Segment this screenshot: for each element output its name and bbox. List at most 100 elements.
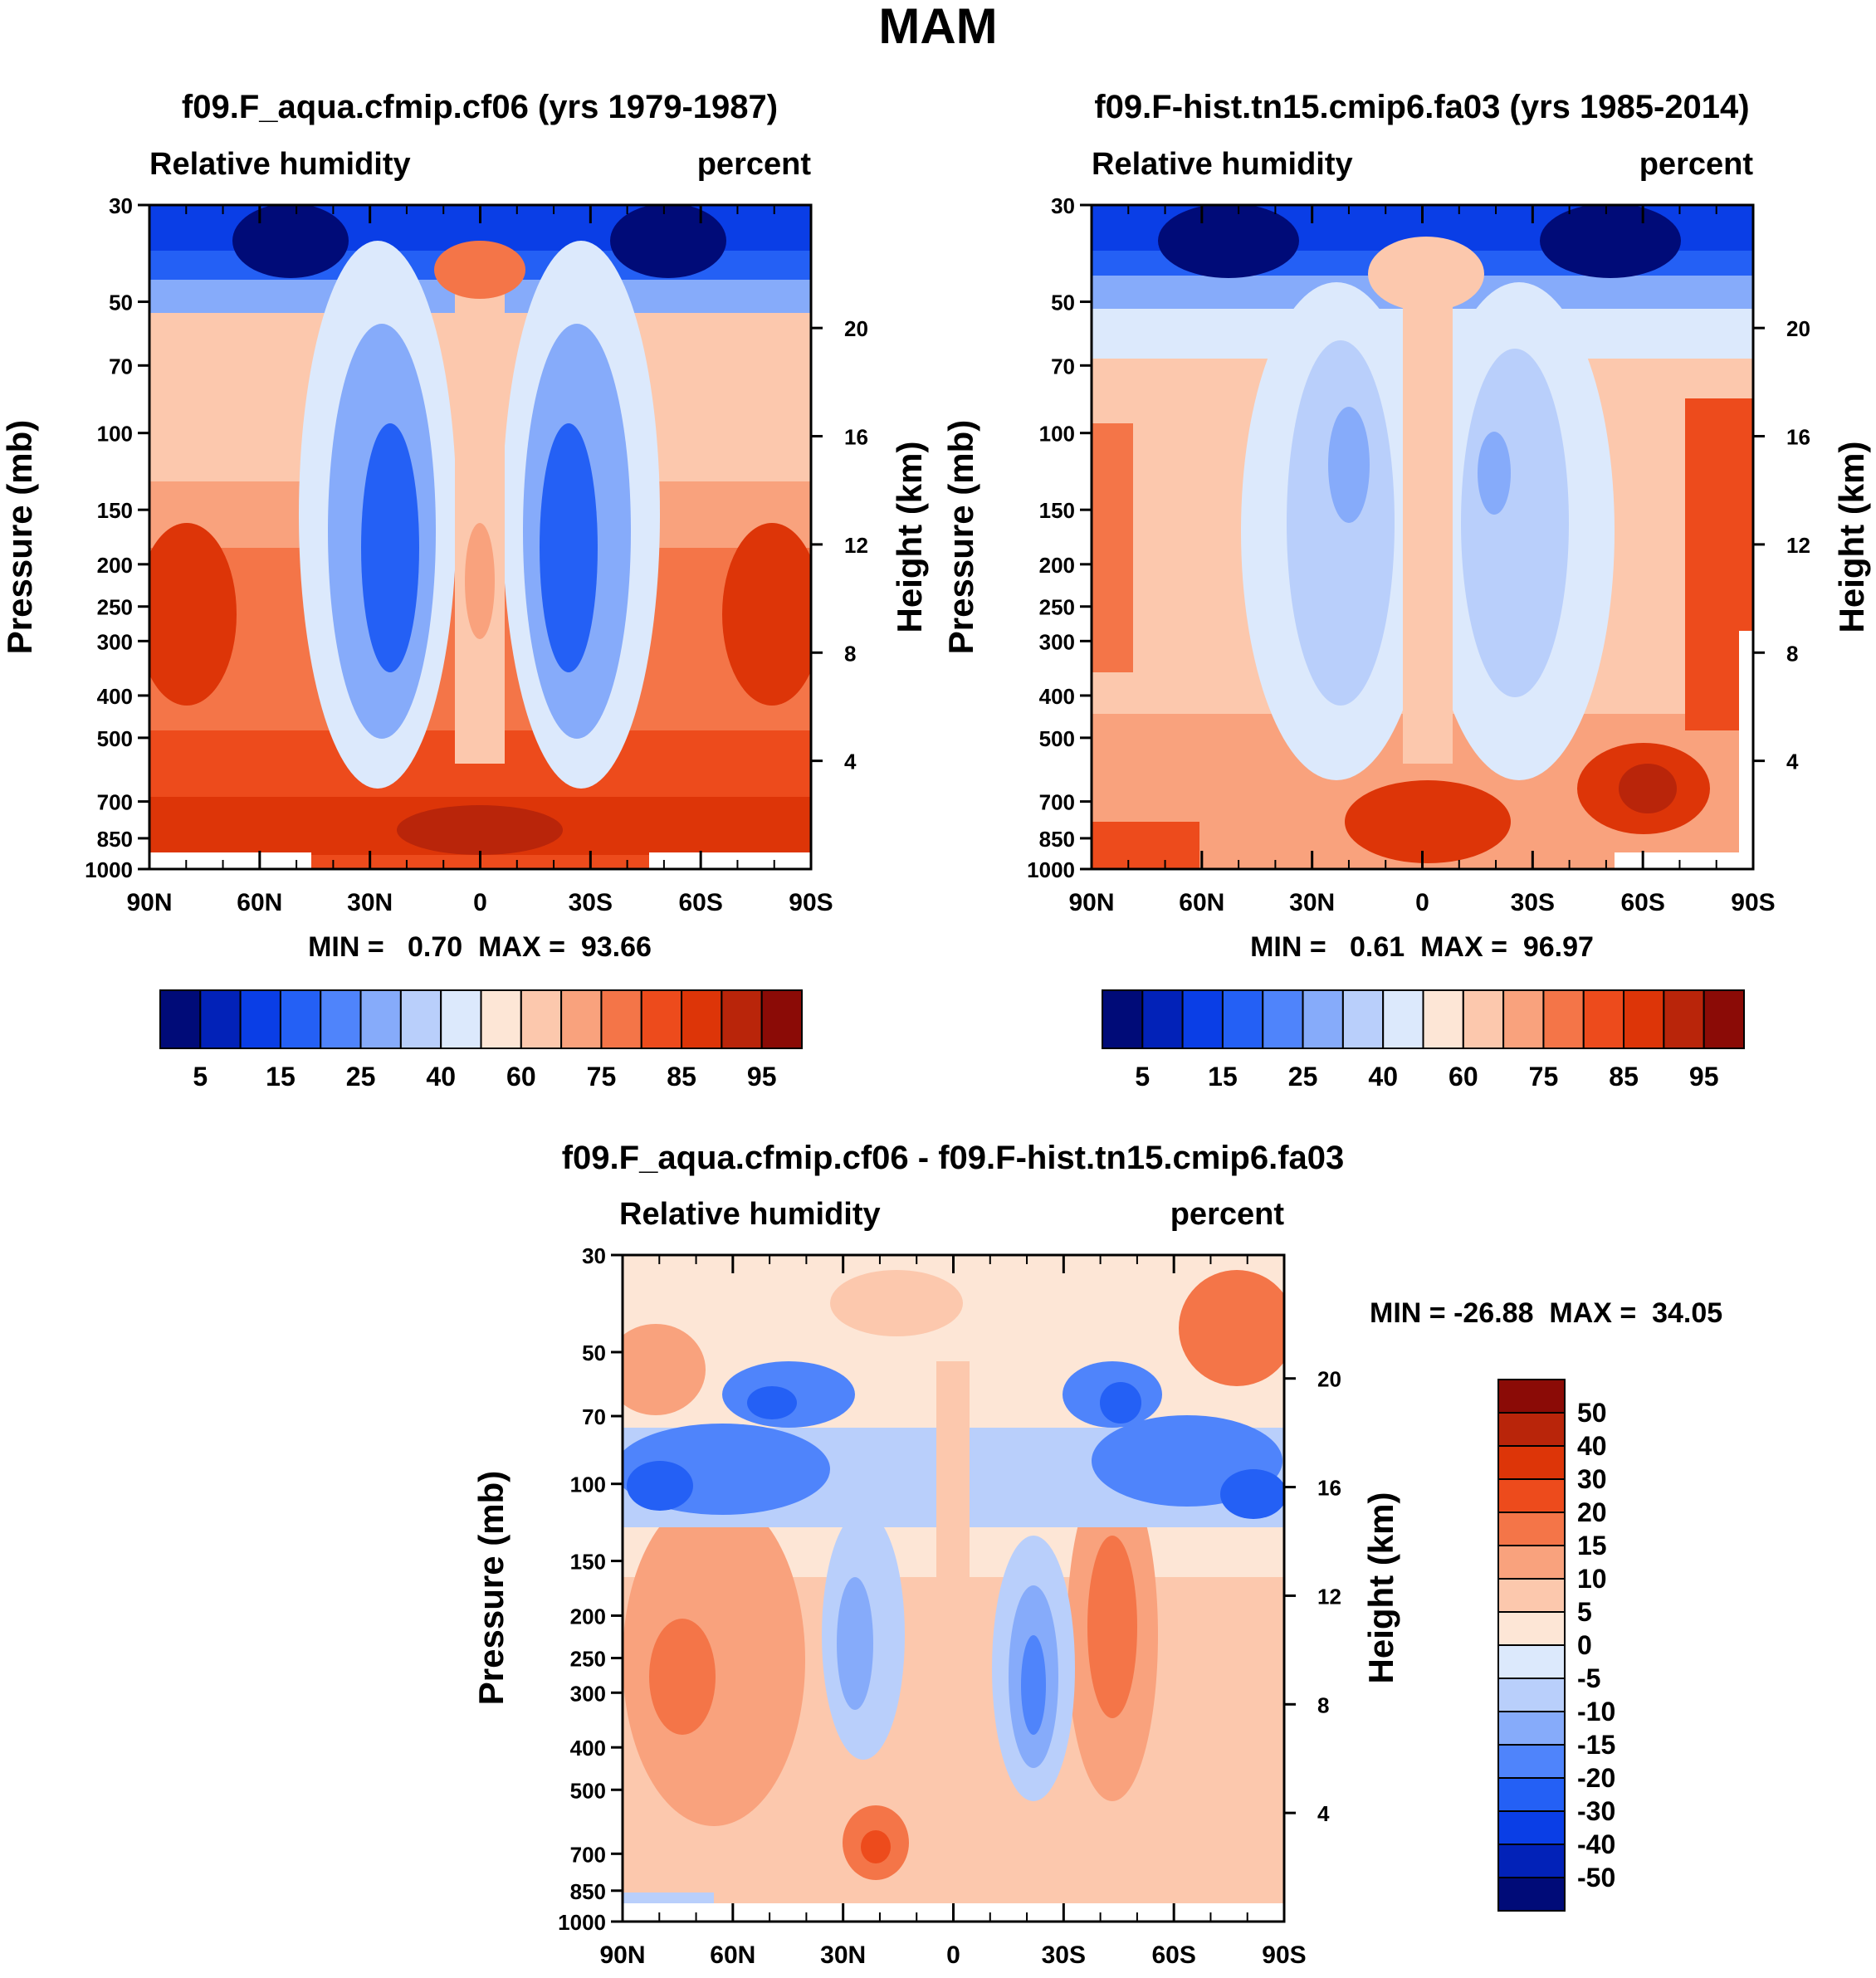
colorbar-label: 85 <box>667 1062 696 1092</box>
z-tick-label: 16 <box>1317 1476 1341 1501</box>
panel-hist-ylabel-right: Height (km) <box>1832 442 1871 633</box>
colorbar-box <box>1497 1844 1566 1878</box>
colorbar-box <box>199 989 242 1049</box>
colorbar-box <box>1502 989 1545 1049</box>
colorbar-box <box>239 989 281 1049</box>
colorbar-label: 30 <box>1577 1464 1607 1494</box>
colorbar-label: 5 <box>1577 1597 1592 1627</box>
z-tick-label: 4 <box>1317 1801 1330 1826</box>
p-tick-label: 150 <box>97 498 133 523</box>
diff-upper-nh-core <box>627 1461 693 1511</box>
panel-diff-ylabel: Pressure (mb) <box>471 1471 511 1705</box>
panel-aqua-left-label: Relative humidity <box>149 147 411 182</box>
panel-aqua-field <box>149 205 811 869</box>
p-tick-label: 250 <box>1039 595 1075 620</box>
rh-below-ground-pole <box>1739 631 1753 869</box>
colorbar-box <box>760 989 803 1049</box>
diff-low-nh-core <box>861 1830 891 1863</box>
colorbar-box <box>1497 1877 1566 1912</box>
colorbar-box <box>640 989 683 1049</box>
colorbar-box <box>1221 989 1264 1049</box>
diff-sub-nh-core <box>837 1577 873 1710</box>
colorbar-label: 25 <box>1288 1062 1318 1092</box>
p-tick-label: 700 <box>97 790 133 815</box>
diff-strat-top <box>830 1270 963 1336</box>
z-tick-label: 16 <box>844 425 868 450</box>
rh-equator-column <box>455 266 505 764</box>
x-tick-label: 0 <box>473 889 487 916</box>
rh-subtropic-nh-mid <box>1287 340 1395 706</box>
x-tick-label: 30S <box>1042 1941 1086 1969</box>
colorbar-label: -20 <box>1577 1763 1615 1793</box>
colorbar-box <box>440 989 482 1049</box>
panel-diff-field <box>623 1255 1284 1922</box>
p-tick-label: 100 <box>570 1473 606 1497</box>
colorbar-label: 5 <box>1135 1062 1150 1092</box>
p-tick-label: 100 <box>1039 422 1075 447</box>
x-tick-label: 30S <box>1511 889 1555 916</box>
colorbar-label: 15 <box>1208 1062 1238 1092</box>
rh-max-nh <box>149 523 237 706</box>
p-tick-label: 400 <box>97 684 133 709</box>
rh-subtropic-sh-mid <box>1461 349 1569 697</box>
colorbar-label: 40 <box>426 1062 456 1092</box>
p-tick-label: 1000 <box>1027 857 1075 882</box>
colorbar-box <box>1497 1545 1566 1580</box>
colorbar-label: 40 <box>1368 1062 1398 1092</box>
x-tick-label: 60S <box>678 889 722 916</box>
x-tick-label: 60S <box>1151 1941 1195 1969</box>
p-tick-label: 50 <box>109 291 133 315</box>
panel-aqua: f09.F_aqua.cfmip.cf06 (yrs 1979-1987) Re… <box>0 89 929 1092</box>
diff-upper-sh-core <box>1220 1469 1284 1519</box>
p-tick-label: 50 <box>1051 291 1075 315</box>
panel-aqua-ylabel-right: Height (km) <box>890 442 929 633</box>
x-tick-label: 90N <box>126 889 172 916</box>
panel-hist-stats: MIN = 0.61 MAX = 96.97 <box>1250 931 1594 963</box>
colorbar-box <box>1623 989 1665 1049</box>
colorbar-box <box>1497 1777 1566 1812</box>
panel-hist-right-label: percent <box>1639 147 1754 182</box>
p-tick-label: 1000 <box>558 1910 606 1935</box>
p-tick-label: 50 <box>582 1341 606 1365</box>
colorbar-box <box>1497 1478 1566 1513</box>
colorbar-label: -5 <box>1577 1663 1600 1693</box>
z-tick-label: 20 <box>844 316 868 341</box>
colorbar-label: -50 <box>1577 1863 1615 1893</box>
colorbar-box <box>480 989 522 1049</box>
diff-equator-column <box>936 1361 970 1793</box>
z-tick-label: 8 <box>844 641 856 666</box>
colorbar-box <box>1582 989 1625 1049</box>
diff-mid-sh-core <box>1087 1536 1137 1718</box>
p-tick-label: 30 <box>109 193 133 218</box>
x-tick-label: 90S <box>1731 889 1775 916</box>
colorbar-box <box>1422 989 1464 1049</box>
x-tick-label: 60S <box>1620 889 1664 916</box>
p-tick-label: 500 <box>97 726 133 751</box>
panel-aqua-stats: MIN = 0.70 MAX = 93.66 <box>308 931 652 963</box>
colorbar-box <box>1497 1379 1566 1414</box>
p-tick-label: 100 <box>97 422 133 447</box>
p-tick-label: 150 <box>1039 498 1075 523</box>
x-tick-label: 0 <box>946 1941 960 1969</box>
colorbar-label: 75 <box>587 1062 617 1092</box>
z-tick-label: 12 <box>1786 533 1810 558</box>
z-tick-label: 12 <box>844 533 868 558</box>
x-tick-label: 60N <box>1179 889 1224 916</box>
diff-strat-nh <box>623 1324 706 1415</box>
p-tick-label: 200 <box>1039 553 1075 578</box>
colorbar-label: 60 <box>506 1062 536 1092</box>
rh-dry-sh <box>1540 205 1681 278</box>
panel-diff-right-label: percent <box>1170 1197 1285 1232</box>
colorbar-label: 20 <box>1577 1497 1607 1527</box>
panel-hist-title: f09.F-hist.tn15.cmip6.fa03 (yrs 1985-201… <box>1094 89 1749 125</box>
p-tick-label: 850 <box>97 827 133 852</box>
panel-aqua-title: f09.F_aqua.cfmip.cf06 (yrs 1979-1987) <box>182 89 778 125</box>
p-tick-label: 850 <box>570 1879 606 1904</box>
colorbar-box <box>1542 989 1585 1049</box>
rh-dry-nh <box>1158 205 1299 278</box>
panel-hist-ylabel: Pressure (mb) <box>941 420 980 654</box>
diff-tropo-sh-core <box>1100 1382 1141 1424</box>
colorbar-label: 15 <box>266 1062 296 1092</box>
x-tick-label: 90S <box>1262 1941 1306 1969</box>
